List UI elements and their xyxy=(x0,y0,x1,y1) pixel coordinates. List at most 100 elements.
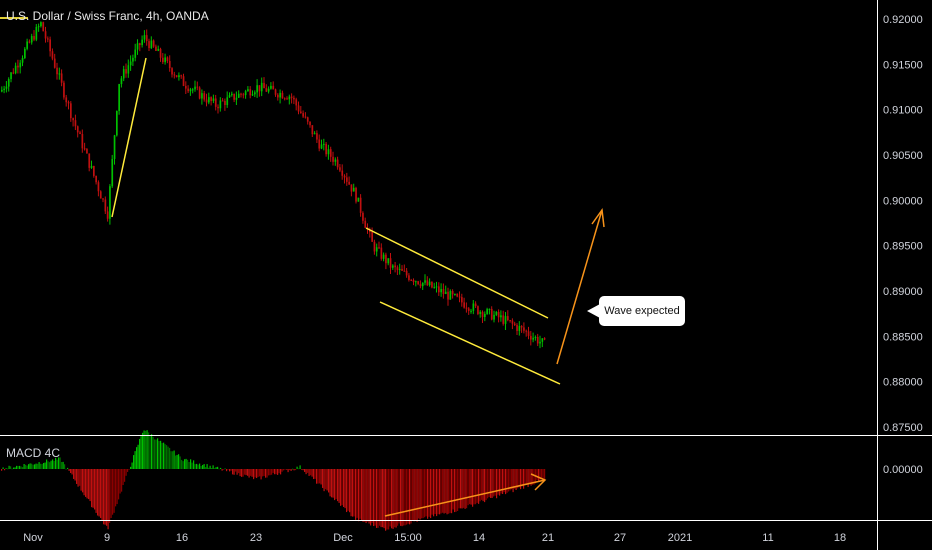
macd-bar xyxy=(410,469,412,524)
macd-bar xyxy=(178,454,180,469)
macd-bar xyxy=(158,441,160,469)
macd-bar xyxy=(323,469,325,492)
indicator-label[interactable]: MACD 4C xyxy=(6,446,61,460)
candle-body xyxy=(385,254,387,264)
macd-bar xyxy=(8,465,10,469)
candle-body xyxy=(410,279,413,281)
candle-body xyxy=(201,93,203,99)
macd-bar xyxy=(76,469,78,484)
callout-wave-expected[interactable]: Wave expected xyxy=(599,296,685,326)
candle-body xyxy=(5,86,8,89)
macd-bar xyxy=(262,469,264,477)
macd-bar xyxy=(245,469,247,476)
macd-bar xyxy=(317,469,319,484)
macd-bar xyxy=(286,469,288,470)
candle-body xyxy=(343,175,346,178)
macd-bar xyxy=(292,468,294,470)
price-tick-label: 0.88500 xyxy=(883,331,923,343)
macd-bar xyxy=(374,469,376,526)
macd-bar xyxy=(302,469,304,471)
macd-bar xyxy=(362,469,364,522)
macd-bar xyxy=(17,465,19,469)
macd-bar xyxy=(475,469,477,505)
candle-body xyxy=(507,316,509,321)
candle-body xyxy=(336,159,339,168)
candle-body xyxy=(442,289,445,295)
macd-bar xyxy=(88,469,90,500)
candle-body xyxy=(19,62,22,68)
price-tick-label: 0.88000 xyxy=(883,377,923,389)
macd-bar xyxy=(202,465,204,469)
candle-body xyxy=(272,85,275,90)
macd-bar xyxy=(476,469,478,503)
candle-body xyxy=(415,281,417,283)
macd-bar xyxy=(256,469,258,479)
macd-bar xyxy=(541,469,543,480)
macd-bar xyxy=(107,469,109,530)
candle-body xyxy=(421,282,424,287)
macd-bar xyxy=(118,469,120,500)
impulse-trendline[interactable] xyxy=(111,57,147,218)
macd-bar xyxy=(272,469,274,473)
macd-bar xyxy=(50,460,52,469)
macd-bar xyxy=(316,469,318,484)
macd-bar xyxy=(350,469,352,517)
macd-bar xyxy=(80,469,82,491)
channel-lower-line[interactable] xyxy=(379,301,561,385)
macd-bar xyxy=(389,469,391,527)
macd-bar xyxy=(182,461,184,469)
macd-bar xyxy=(224,468,226,470)
macd-bar xyxy=(112,469,114,515)
macd-bar xyxy=(416,469,418,522)
candle-body xyxy=(495,311,498,315)
macd-bar xyxy=(538,469,540,481)
macd-bar xyxy=(341,469,343,506)
candle-body xyxy=(371,231,373,242)
candle-body xyxy=(463,302,465,308)
candle-body xyxy=(419,284,422,287)
candle-body xyxy=(541,338,544,342)
candle-body xyxy=(53,58,56,68)
macd-divergence-arrow[interactable] xyxy=(384,479,546,517)
macd-bar xyxy=(304,469,306,472)
macd-bar xyxy=(530,469,532,486)
macd-bar xyxy=(371,469,373,523)
candle-body xyxy=(93,165,95,176)
candle-body xyxy=(132,57,134,62)
macd-bar xyxy=(236,469,238,475)
macd-bar xyxy=(209,465,211,469)
candle-body xyxy=(3,88,5,90)
macd-bar xyxy=(385,469,387,531)
macd-bar xyxy=(161,442,163,469)
macd-bar xyxy=(446,469,448,515)
symbol-title[interactable]: U.S. Dollar / Swiss Franc, 4h, OANDA xyxy=(6,9,209,23)
expected-wave-arrow[interactable] xyxy=(556,209,603,365)
macd-bar xyxy=(187,459,189,469)
candle-body xyxy=(141,39,143,46)
macd-bar xyxy=(314,469,316,479)
channel-upper-line[interactable] xyxy=(365,227,549,319)
candle-body xyxy=(171,68,173,75)
macd-bar xyxy=(419,469,421,520)
candle-body xyxy=(109,186,111,219)
macd-bar xyxy=(266,469,268,478)
time-tick-label: Nov xyxy=(23,532,43,544)
macd-bar xyxy=(124,469,126,482)
macd-bar xyxy=(326,469,328,491)
macd-bar xyxy=(542,469,544,480)
macd-bar xyxy=(113,469,115,513)
candle-body xyxy=(378,247,380,249)
macd-bar xyxy=(380,469,382,528)
candle-body xyxy=(182,76,185,86)
macd-bar xyxy=(511,469,513,490)
time-tick-label: 2021 xyxy=(668,532,692,544)
macd-bar xyxy=(167,446,169,469)
time-tick-label: 18 xyxy=(834,532,846,544)
macd-bar xyxy=(422,469,424,519)
macd-bar xyxy=(488,469,490,498)
macd-bar xyxy=(40,463,42,469)
candle-body xyxy=(150,40,153,49)
macd-bar xyxy=(49,462,51,469)
candle-body xyxy=(185,85,187,89)
